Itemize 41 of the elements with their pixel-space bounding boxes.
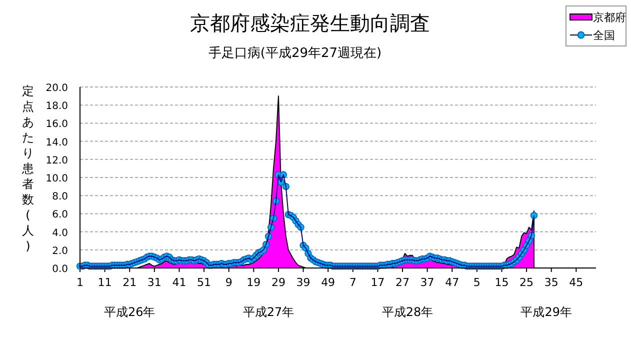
x-tick-label: 35: [544, 276, 558, 289]
x-tick-label: 51: [197, 276, 212, 289]
x-tick-label: 19: [246, 276, 261, 289]
x-tick-label: 25: [520, 276, 534, 289]
x-tick-label: 5: [473, 276, 480, 289]
x-tick-label: 45: [569, 276, 584, 289]
y-tick-label: 16.0: [46, 119, 68, 130]
x-tick-label: 1: [76, 276, 84, 289]
y-tick-label: 8.0: [52, 192, 68, 203]
y-tick-label: 2.0: [52, 246, 68, 257]
x-tick-label: 47: [445, 276, 460, 289]
title: 京都府感染症発生動向調査: [190, 11, 430, 35]
x-tick-label: 15: [494, 276, 509, 289]
x-tick-label: 21: [122, 276, 137, 289]
y-tick-label: 4.0: [52, 228, 68, 239]
y-tick-label: 14.0: [46, 137, 68, 148]
y-tick-label: 10.0: [46, 174, 68, 184]
subtitle: 手足口病(平成29年27週現在): [208, 46, 382, 61]
annotation: 平成26年: [104, 305, 156, 319]
annotation: 平成28年: [382, 305, 434, 319]
x-tick-label: 31: [147, 276, 162, 289]
x-tick-label: 11: [98, 276, 112, 289]
y-tick-label: 6.0: [52, 210, 68, 221]
x-tick-label: 49: [321, 276, 336, 289]
y-tick-label: 0.0: [52, 264, 68, 275]
x-tick-label: 29: [271, 276, 286, 289]
annotation: 平成27年: [242, 305, 294, 319]
legend-label: 全国: [593, 29, 615, 42]
x-tick-label: 39: [296, 276, 310, 289]
x-tick-label: 7: [349, 276, 356, 289]
x-tick-label: 27: [396, 276, 410, 289]
x-tick-label: 41: [172, 276, 186, 289]
y-tick-label: 20.0: [46, 83, 68, 94]
x-tick-label: 9: [225, 276, 232, 289]
annotation: 平成29年: [520, 305, 572, 319]
y-tick-label: 18.0: [46, 101, 68, 112]
x-tick-label: 37: [420, 276, 434, 289]
y-tick-label: 12.0: [46, 155, 68, 166]
legend-label: 京都府: [593, 11, 626, 24]
ylabel: 定点あたり患者数(人): [22, 84, 34, 253]
x-tick-label: 17: [370, 276, 385, 289]
